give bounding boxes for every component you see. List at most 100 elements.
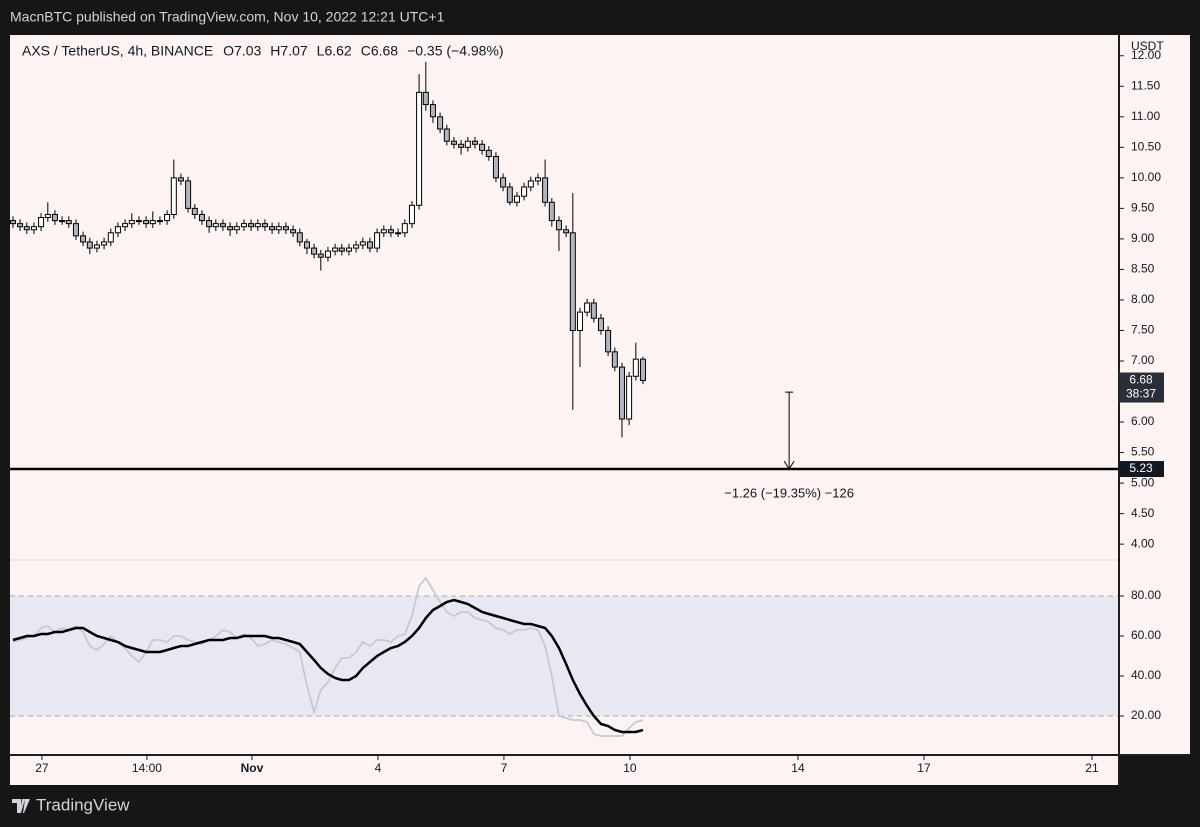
candle-body — [569, 232, 576, 331]
y-tick-label: 4.00 — [1131, 536, 1155, 550]
x-tick-label: 27 — [35, 761, 49, 775]
candle-body — [248, 223, 255, 228]
candle-body — [170, 177, 177, 215]
candle-body — [542, 177, 549, 203]
y-tick-label: 8.50 — [1131, 262, 1155, 276]
candle-body — [30, 226, 37, 231]
candle-body — [548, 201, 555, 222]
candle-body — [555, 220, 562, 231]
candle-body — [408, 204, 415, 225]
candle-body — [80, 235, 87, 243]
candle-body — [563, 229, 570, 234]
y-tick-label: 11.50 — [1131, 78, 1160, 92]
y-tick-label: 60.00 — [1131, 628, 1161, 642]
last-price-tag — [1119, 372, 1164, 403]
candle-body — [500, 177, 507, 188]
candle-body — [282, 226, 289, 231]
candle-body — [387, 229, 394, 234]
brand: TradingView — [36, 795, 130, 814]
candle-body — [51, 213, 58, 222]
candle-body — [506, 186, 513, 203]
candle-body — [416, 91, 423, 206]
candle-body — [429, 104, 436, 118]
candle-body — [198, 213, 205, 222]
y-tick-label: 12.00 — [1131, 48, 1161, 62]
y-tick-label: 5.50 — [1131, 445, 1155, 459]
x-tick-label: 7 — [501, 761, 508, 775]
measure-arrowhead — [783, 460, 795, 470]
candle-body — [485, 149, 492, 157]
candle-body — [521, 186, 528, 197]
candle-body — [513, 195, 520, 203]
x-tick-label: 17 — [917, 761, 931, 775]
candle-body — [114, 226, 121, 234]
candle-body — [233, 226, 240, 231]
candle-body — [345, 247, 352, 252]
candle-body — [107, 232, 114, 243]
candle-body — [17, 223, 24, 228]
candle-body — [254, 223, 261, 228]
price-tag-label: 5.23 — [1129, 461, 1153, 475]
y-tick-label: 6.00 — [1131, 414, 1155, 428]
y-tick-label: 9.50 — [1131, 201, 1155, 215]
y-tick-label: 10.50 — [1131, 139, 1161, 153]
candle-body — [303, 241, 310, 249]
candle-body — [164, 213, 171, 222]
countdown-label: 38:37 — [1126, 387, 1156, 401]
candle-body — [290, 229, 297, 234]
candle-body — [149, 220, 156, 225]
y-tick-label: 40.00 — [1131, 668, 1161, 682]
indicator-band — [10, 596, 1118, 716]
candle-body — [44, 213, 51, 219]
candle-body — [374, 232, 381, 249]
legend-value: −0.35 (−4.98%) — [407, 43, 504, 59]
candle-body — [240, 223, 247, 228]
x-tick-label: 10 — [623, 761, 637, 775]
y-tick-label: 11.00 — [1131, 109, 1160, 123]
candle-body — [219, 223, 226, 228]
candle-body — [143, 220, 150, 225]
legend-value: C6.68 — [361, 43, 399, 59]
y-tick-label: 10.00 — [1131, 170, 1161, 184]
candle-body — [72, 223, 79, 237]
candle-body — [269, 226, 276, 231]
candle-body — [317, 253, 324, 258]
x-tick-label: 14 — [791, 761, 805, 775]
y-tick-label: 7.50 — [1131, 323, 1155, 337]
last-price-label: 6.68 — [1129, 373, 1153, 387]
candle-body — [527, 180, 534, 188]
candle-body — [380, 229, 387, 234]
candle-body — [324, 250, 331, 258]
candle-body — [338, 247, 345, 252]
candle-body — [632, 358, 639, 377]
candle-body — [59, 220, 66, 223]
candle-body — [618, 366, 625, 420]
candle-body — [227, 226, 234, 231]
x-tick-label: 4 — [375, 761, 382, 775]
candle-body — [156, 220, 163, 223]
candle-body — [332, 247, 339, 252]
candle-body — [296, 232, 303, 243]
candle-body — [311, 247, 318, 255]
publisher: MacnBTC published on TradingView.com, No… — [10, 9, 445, 25]
candle-body — [23, 226, 30, 231]
y-unit: USDT — [1131, 39, 1164, 53]
y-tick-label: 80.00 — [1131, 588, 1161, 602]
candle-body — [639, 358, 646, 382]
candle-body — [65, 220, 72, 225]
candle-body — [395, 232, 402, 235]
candle-body — [576, 311, 583, 331]
candle-body — [261, 223, 268, 228]
candle-body — [128, 220, 135, 225]
y-tick-label: 9.00 — [1131, 231, 1155, 245]
x-tick-label: 21 — [1085, 761, 1099, 775]
legend-value: H7.07 — [270, 43, 308, 59]
candle-body — [38, 217, 45, 228]
candle-body — [353, 244, 360, 249]
candle-body — [471, 140, 478, 145]
candle-body — [366, 241, 373, 249]
candle-body — [437, 116, 444, 130]
candle-body — [185, 180, 192, 209]
candle-body — [492, 155, 499, 179]
